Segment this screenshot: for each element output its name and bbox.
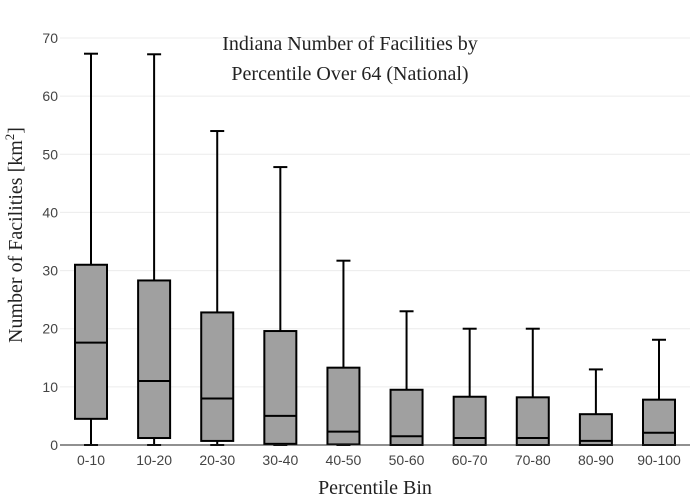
box-10-20 — [137, 53, 172, 446]
x-tick-label-90-100: 90-100 — [637, 452, 681, 468]
y-tick-label-20: 20 — [42, 321, 58, 337]
y-axis-title-superscript: 2 — [2, 134, 17, 141]
box-80-90 — [578, 368, 613, 447]
y-axis-title-text: Number of Facilities [km — [5, 140, 27, 343]
x-tick-label-0-10: 0-10 — [77, 452, 105, 468]
x-tick-label-60-70: 60-70 — [452, 452, 488, 468]
box-90-100 — [642, 338, 676, 446]
x-tick-label-80-90: 80-90 — [578, 452, 614, 468]
x-tick-label-10-20: 10-20 — [136, 452, 172, 468]
box-plot-series — [74, 52, 676, 447]
y-tick-label-40: 40 — [42, 204, 58, 220]
box-body-90-100 — [642, 398, 676, 446]
y-tick-labels: 0 10 20 30 40 50 60 70 — [42, 30, 58, 453]
x-tick-label-70-80: 70-80 — [515, 452, 551, 468]
box-body-30-40 — [263, 330, 298, 445]
box-body-20-30 — [200, 311, 235, 442]
x-tick-label-40-50: 40-50 — [326, 452, 362, 468]
chart-title-line-1: Indiana Number of Facilities by — [222, 33, 478, 55]
y-tick-label-0: 0 — [50, 437, 58, 453]
x-tick-label-30-40: 30-40 — [262, 452, 298, 468]
box-50-60 — [389, 310, 424, 446]
x-tick-label-50-60: 50-60 — [389, 452, 425, 468]
y-axis-title-suffix: ] — [5, 127, 27, 134]
x-axis-title: Percentile Bin — [318, 477, 432, 499]
box-30-40 — [263, 166, 298, 446]
x-tick-label-20-30: 20-30 — [199, 452, 235, 468]
x-tick-labels: 0-10 10-20 20-30 30-40 40-50 50-60 60-70 70-80 8… — [77, 452, 681, 468]
box-body-40-50 — [326, 366, 361, 446]
y-tick-label-50: 50 — [42, 146, 58, 162]
box-20-30 — [200, 130, 235, 446]
y-tick-label-30: 30 — [42, 263, 58, 279]
box-40-50 — [326, 259, 361, 446]
y-tick-label-60: 60 — [42, 88, 58, 104]
box-body-10-20 — [137, 279, 172, 440]
y-tick-label-10: 10 — [42, 379, 58, 395]
box-0-10 — [74, 52, 108, 446]
box-body-80-90 — [578, 413, 613, 447]
y-tick-label-70: 70 — [42, 30, 58, 46]
y-axis-title: Number of Facilities [km2] — [2, 127, 27, 343]
chart-title-line-2: Percentile Over 64 (National) — [231, 63, 468, 85]
